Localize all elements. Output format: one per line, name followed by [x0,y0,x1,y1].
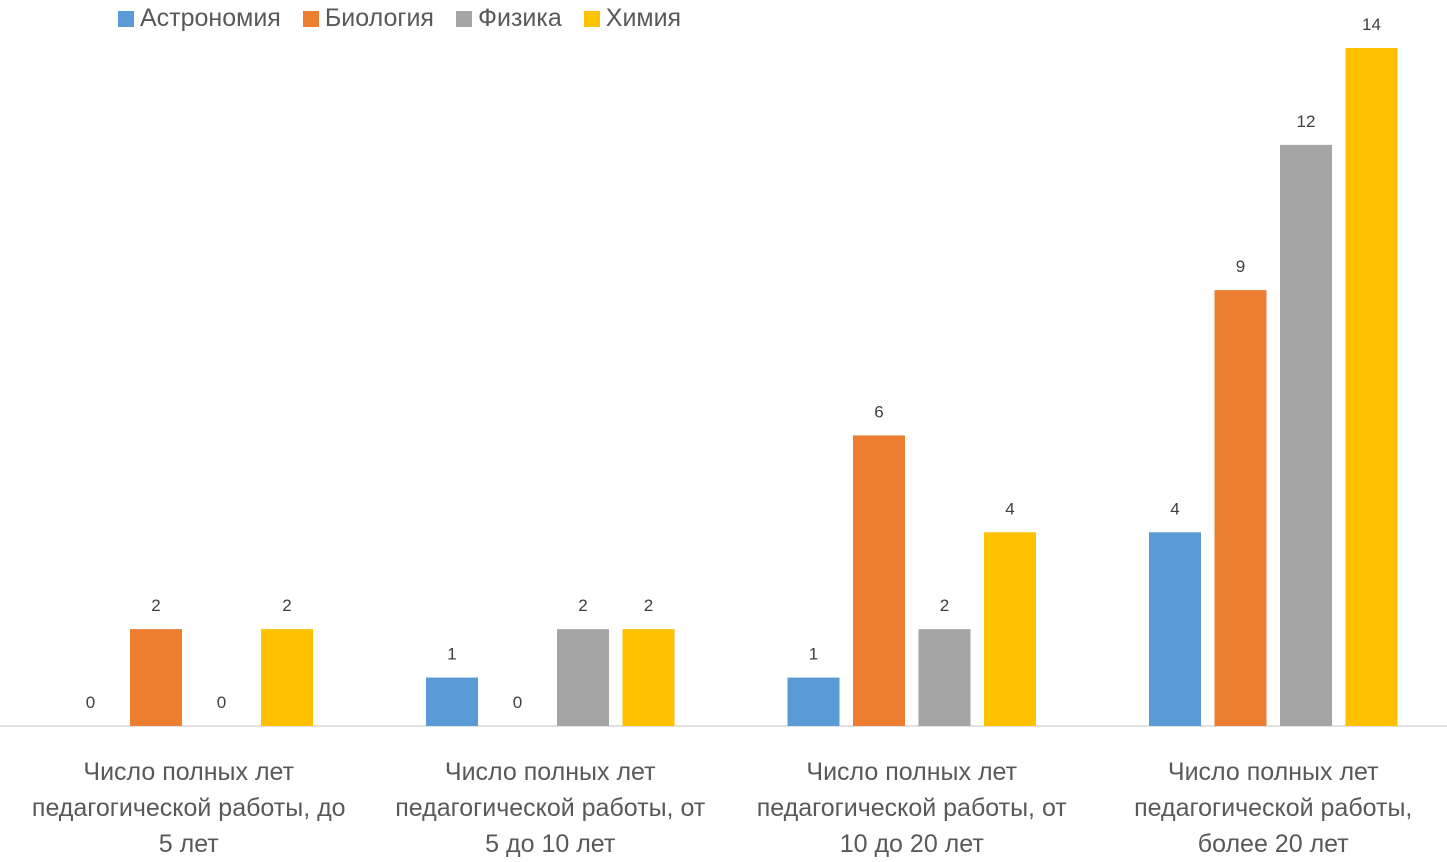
data-label: 0 [217,693,226,712]
bar [984,532,1036,726]
legend-label: Биология [324,4,434,32]
data-label: 0 [513,693,522,712]
data-label: 2 [282,596,291,615]
legend-item: Астрономия [118,4,281,33]
legend-swatch [302,10,319,27]
data-label: 14 [1362,15,1381,34]
data-label: 2 [940,596,949,615]
legend-item: Химия [583,4,682,33]
x-tick-label: Число полных лет педагогической работы, … [31,758,346,858]
data-label: 4 [1005,499,1014,518]
x-tick-label: Число полных лет педагогической работы, … [395,758,706,858]
bar [1280,144,1332,726]
bar [1214,290,1267,726]
data-label: 6 [874,402,883,421]
legend: Астрономия Биология Физика Химия [118,4,681,33]
bar [1149,532,1201,726]
bar [130,629,182,726]
data-label: 2 [644,596,653,615]
data-label: 0 [86,693,95,712]
bar [557,629,609,726]
data-label: 1 [447,645,456,664]
legend-item: Физика [455,4,562,33]
legend-label: Химия [605,4,682,32]
bar [622,629,675,726]
data-label: 9 [1236,257,1245,276]
bar [426,677,478,726]
legend-swatch [118,10,134,27]
bar [853,435,905,726]
legend-label: Физика [477,4,562,32]
bar [787,677,840,726]
bar [261,629,313,726]
x-tick-label: Число полных лет педагогической работы, … [756,758,1067,858]
data-label: 12 [1297,112,1316,131]
legend-swatch [455,10,472,27]
data-label: 4 [1170,499,1179,518]
legend-item: Биология [302,4,434,33]
data-label: 2 [151,596,160,615]
data-label: 2 [578,596,587,615]
legend-label: Астрономия [140,4,281,32]
data-label: 1 [809,645,818,664]
bar [918,629,971,726]
bar [1345,48,1398,726]
legend-swatch [583,10,600,27]
x-tick-label: Число полных лет педагогической работы, … [1134,758,1413,858]
